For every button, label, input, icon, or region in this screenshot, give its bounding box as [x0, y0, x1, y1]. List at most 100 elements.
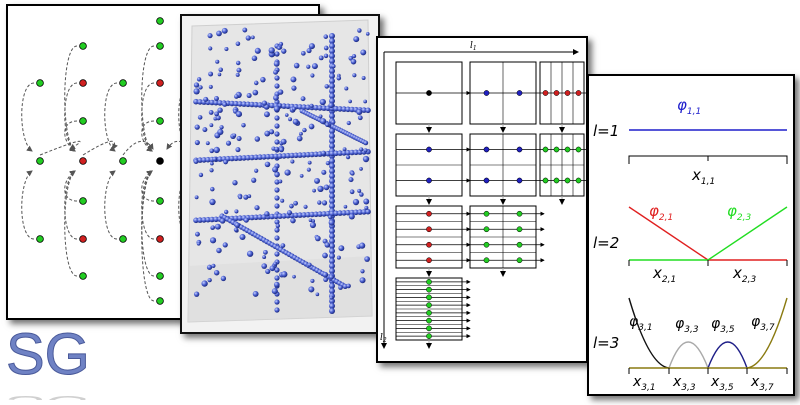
grid-node — [156, 272, 164, 280]
cell-node — [575, 146, 582, 153]
sphere — [219, 218, 226, 224]
sphere — [353, 149, 359, 156]
sphere — [345, 106, 351, 113]
sphere — [302, 127, 307, 133]
sphere — [241, 101, 247, 107]
sphere — [360, 49, 367, 56]
sphere — [222, 242, 228, 248]
tree-arrow — [178, 82, 192, 152]
cell-node — [553, 146, 560, 153]
sphere — [290, 76, 297, 83]
sphere — [203, 96, 209, 102]
sphere — [336, 255, 341, 260]
grid-node — [79, 235, 87, 243]
sphere — [265, 268, 271, 275]
sphere — [330, 119, 336, 125]
sphere — [235, 72, 240, 77]
sphere — [329, 143, 335, 149]
tree-arrow — [21, 170, 35, 240]
sphere — [209, 237, 217, 244]
sphere — [361, 209, 367, 215]
sphere — [205, 141, 210, 146]
grid-node — [79, 42, 87, 50]
tree-arrow — [64, 170, 78, 277]
sphere — [325, 160, 331, 166]
sphere — [345, 149, 351, 156]
sphere — [229, 155, 235, 162]
sphere — [297, 212, 303, 218]
phi-3-7-label: φ3,7 — [751, 314, 775, 333]
sphere — [329, 48, 335, 54]
sphere — [273, 281, 280, 288]
sphere — [322, 252, 328, 259]
sphere — [359, 167, 363, 171]
hat-basis-diagram: l=1 l=2 l=3 φ1,1 x1,1 φ2,1 φ2,3 x2,1 x2,… — [593, 96, 788, 393]
cell-node — [553, 177, 560, 184]
sphere — [273, 60, 280, 67]
sphere — [328, 219, 335, 226]
sphere — [318, 55, 324, 61]
sphere — [329, 263, 335, 269]
sphere — [214, 223, 221, 230]
x-2-3-label: x2,3 — [732, 264, 756, 285]
sphere — [363, 140, 369, 146]
sphere — [323, 45, 329, 51]
sphere — [274, 131, 280, 137]
sphere — [325, 210, 331, 217]
sphere — [317, 105, 323, 111]
grid-node — [79, 157, 87, 165]
tree-arrow — [104, 82, 118, 152]
cell-node — [426, 146, 432, 153]
grid-node — [79, 117, 87, 125]
sphere — [305, 104, 311, 111]
sphere — [225, 140, 232, 146]
sphere — [202, 127, 208, 133]
sphere — [222, 101, 228, 107]
sphere — [356, 108, 363, 116]
sphere — [274, 235, 280, 241]
sphere — [274, 251, 280, 257]
sphere — [269, 102, 275, 109]
sphere — [217, 107, 223, 113]
cell-node — [483, 241, 490, 248]
sphere — [253, 101, 259, 108]
sphere — [329, 303, 335, 309]
tree-arrow — [104, 170, 118, 240]
subspace-table-diagram: l1 l2 — [380, 41, 586, 349]
sphere — [342, 147, 347, 152]
sphere — [301, 104, 307, 110]
sphere — [213, 146, 220, 154]
cell-node — [483, 226, 490, 233]
grid-node — [156, 297, 164, 305]
sphere — [329, 198, 335, 204]
sphere — [318, 114, 323, 119]
tree-arrow — [64, 170, 78, 240]
sphere — [306, 64, 311, 69]
sphere — [252, 89, 259, 96]
sphere — [306, 167, 311, 172]
sphere — [321, 169, 327, 175]
sphere — [238, 195, 243, 200]
sphere — [299, 131, 303, 136]
sphere — [346, 120, 351, 126]
grid-node — [156, 235, 164, 243]
sphere — [193, 159, 199, 164]
sphere — [357, 209, 363, 215]
sphere — [329, 283, 335, 289]
sphere — [289, 203, 294, 209]
sphere — [196, 77, 202, 82]
sphere — [249, 101, 255, 108]
sphere — [357, 28, 362, 33]
sphere — [254, 47, 261, 54]
sphere — [301, 152, 307, 158]
sphere — [235, 111, 243, 118]
sphere — [305, 211, 311, 218]
cell-node — [483, 90, 490, 96]
sphere — [309, 211, 315, 218]
sphere — [329, 113, 335, 119]
grid-node — [119, 157, 127, 165]
sphere — [329, 150, 335, 157]
sphere — [293, 212, 299, 219]
sphere — [361, 107, 367, 113]
phi-3-5-curve — [707, 341, 748, 369]
